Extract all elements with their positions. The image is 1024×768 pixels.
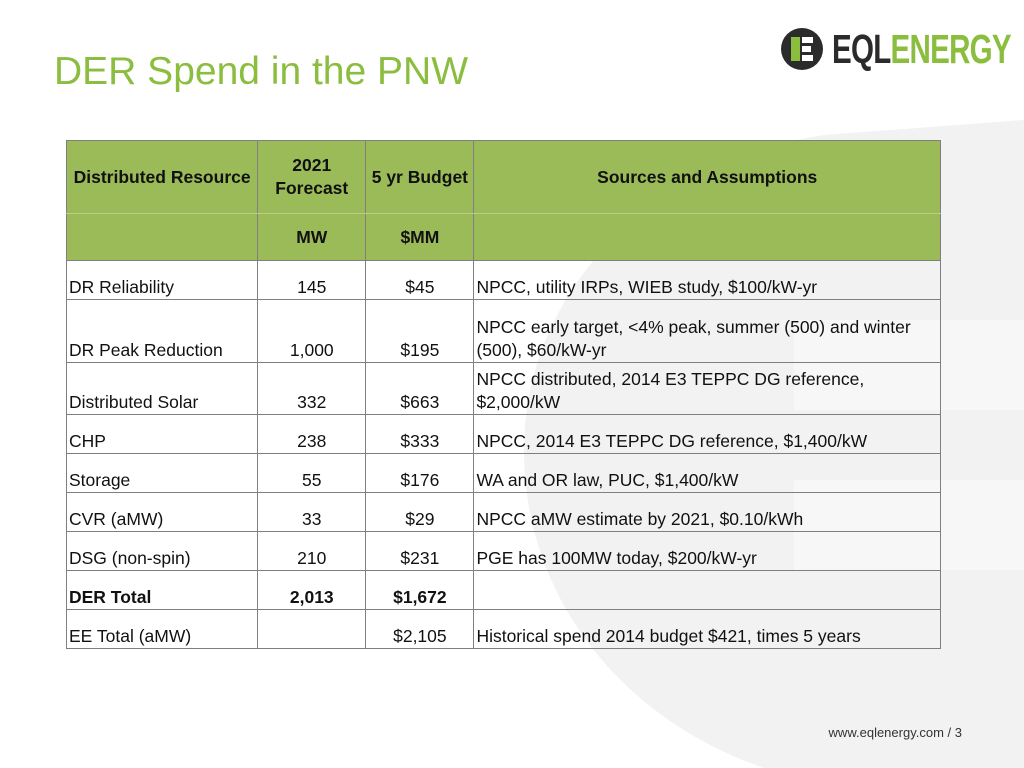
logo-wordmark-part2: ENERGY [890, 26, 1012, 72]
cell-mw: 33 [257, 492, 367, 532]
cell-sources: NPCC distributed, 2014 E3 TEPPC DG refer… [473, 362, 941, 415]
units-resource-empty [65, 213, 259, 261]
cell-budget: $1,672 [365, 570, 475, 610]
cell-resource: Distributed Solar [65, 362, 259, 415]
table-row: DSG (non-spin) 210 $231 PGE has 100MW to… [65, 531, 941, 571]
units-sources-empty [473, 213, 941, 261]
cell-mw: 210 [257, 531, 367, 571]
units-budget: $MM [365, 213, 475, 261]
cell-resource: Storage [65, 453, 259, 493]
cell-mw: 332 [257, 362, 367, 415]
cell-sources: NPCC aMW estimate by 2021, $0.10/kWh [473, 492, 941, 532]
cell-budget: $2,105 [365, 609, 475, 649]
table-row: Storage 55 $176 WA and OR law, PUC, $1,4… [65, 453, 941, 493]
cell-resource: CVR (aMW) [65, 492, 259, 532]
table-row-der-total: DER Total 2,013 $1,672 [65, 570, 941, 610]
footer-url: www.eqlenergy.com [828, 725, 944, 740]
cell-budget: $176 [365, 453, 475, 493]
cell-sources: WA and OR law, PUC, $1,400/kW [473, 453, 941, 493]
cell-budget: $333 [365, 414, 475, 454]
cell-budget: $29 [365, 492, 475, 532]
cell-mw: 55 [257, 453, 367, 493]
cell-resource: CHP [65, 414, 259, 454]
table-row: DR Peak Reduction 1,000 $195 NPCC early … [65, 299, 941, 363]
cell-mw: 145 [257, 260, 367, 300]
table-header-row: Distributed Resource 2021 Forecast 5 yr … [65, 140, 941, 214]
cell-sources [473, 570, 941, 610]
header-distributed-resource: Distributed Resource [65, 140, 259, 214]
cell-sources: Historical spend 2014 budget $421, times… [473, 609, 941, 649]
cell-sources: NPCC, utility IRPs, WIEB study, $100/kW-… [473, 260, 941, 300]
cell-mw: 2,013 [257, 570, 367, 610]
cell-budget: $231 [365, 531, 475, 571]
table-row: CHP 238 $333 NPCC, 2014 E3 TEPPC DG refe… [65, 414, 941, 454]
logo-wordmark-part1: EQL [832, 26, 891, 72]
cell-mw: 1,000 [257, 299, 367, 363]
units-forecast: MW [257, 213, 367, 261]
cell-budget: $45 [365, 260, 475, 300]
slide-title: DER Spend in the PNW [54, 50, 469, 93]
cell-mw: 238 [257, 414, 367, 454]
table-row: CVR (aMW) 33 $29 NPCC aMW estimate by 20… [65, 492, 941, 532]
cell-budget: $663 [365, 362, 475, 415]
header-5yr-budget: 5 yr Budget [365, 140, 475, 214]
cell-sources: NPCC, 2014 E3 TEPPC DG reference, $1,400… [473, 414, 941, 454]
cell-sources: NPCC early target, <4% peak, summer (500… [473, 299, 941, 363]
header-sources-assumptions: Sources and Assumptions [473, 140, 941, 214]
eql-logo-icon [781, 28, 823, 70]
cell-resource: DSG (non-spin) [65, 531, 259, 571]
cell-sources: PGE has 100MW today, $200/kW-yr [473, 531, 941, 571]
table-units-row: MW $MM [65, 213, 941, 261]
cell-resource: DR Peak Reduction [65, 299, 259, 363]
table-row: EE Total (aMW) $2,105 Historical spend 2… [65, 609, 941, 649]
cell-mw [257, 609, 367, 649]
header-2021-forecast: 2021 Forecast [257, 140, 367, 214]
table-row: Distributed Solar 332 $663 NPCC distribu… [65, 362, 941, 415]
cell-resource: DER Total [65, 570, 259, 610]
company-logo: EQLENERGY [780, 27, 1024, 71]
cell-resource: DR Reliability [65, 260, 259, 300]
footer-separator: / [943, 725, 955, 740]
page-number: 3 [954, 725, 962, 740]
slide-footer: www.eqlenergy.com / 3 [829, 725, 962, 740]
logo-wordmark: EQLENERGY [832, 26, 1012, 72]
der-spend-table: Distributed Resource 2021 Forecast 5 yr … [65, 140, 941, 649]
cell-budget: $195 [365, 299, 475, 363]
table-row: DR Reliability 145 $45 NPCC, utility IRP… [65, 260, 941, 300]
cell-resource: EE Total (aMW) [65, 609, 259, 649]
